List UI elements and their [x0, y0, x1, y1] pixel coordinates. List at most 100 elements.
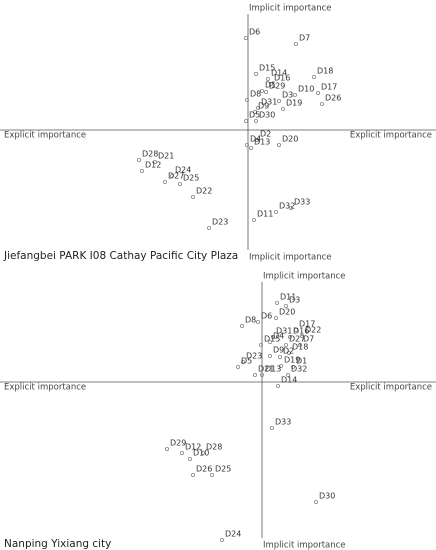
y-axis-label: Implicit importance — [249, 253, 332, 263]
point-label: D3 — [282, 91, 293, 100]
point — [243, 36, 248, 41]
point — [209, 472, 214, 477]
point-label: D19 — [286, 99, 302, 108]
point-label: D29 — [170, 439, 186, 448]
point-label: D17 — [321, 83, 337, 92]
point-label: D4 — [250, 135, 261, 144]
point — [254, 137, 259, 142]
x-axis-label: Explicit importance — [4, 383, 86, 393]
point-label: D10 — [193, 449, 209, 458]
y-axis-label: Implicit importance — [263, 541, 346, 550]
point — [297, 342, 302, 347]
point — [263, 90, 268, 95]
point — [273, 209, 278, 214]
point — [136, 157, 141, 162]
point — [252, 110, 257, 115]
point-label: D21 — [258, 365, 274, 374]
point-label: D7 — [303, 335, 314, 344]
point — [200, 450, 205, 455]
point — [311, 75, 316, 80]
point-label: D9 — [273, 346, 284, 355]
point-label: D2 — [283, 347, 294, 356]
point-label: D31 — [261, 98, 277, 107]
point — [190, 472, 195, 477]
point-label: D3 — [289, 296, 300, 305]
point-label: D10 — [298, 85, 314, 94]
point — [269, 425, 274, 430]
y-axis-label: Implicit importance — [263, 272, 346, 282]
point-label: D6 — [249, 28, 260, 37]
point — [292, 93, 297, 98]
point — [276, 99, 281, 104]
point-label: D23 — [246, 352, 262, 361]
point — [265, 77, 270, 82]
point-label: D32 — [279, 202, 295, 211]
point — [244, 98, 249, 103]
point — [244, 142, 249, 147]
point — [273, 315, 278, 320]
point — [313, 499, 318, 504]
point-label: D33 — [275, 418, 291, 427]
x-axis-label: Explicit importance — [350, 383, 432, 393]
point-label: D24 — [225, 530, 241, 539]
point-label: D21 — [158, 152, 174, 161]
point — [240, 359, 245, 364]
point — [243, 119, 248, 124]
point-label: D1 — [265, 81, 276, 90]
point-label: D33 — [294, 198, 310, 207]
point-label: D9 — [258, 102, 269, 111]
point-label: D5 — [241, 357, 252, 366]
point-label: D20 — [279, 308, 295, 317]
x-axis-label: Explicit importance — [350, 131, 432, 141]
point-label: D16 — [293, 327, 309, 336]
point-label: D8 — [250, 90, 261, 99]
point — [252, 372, 257, 377]
point — [190, 194, 195, 199]
point — [274, 300, 279, 305]
point-label: D22 — [196, 187, 212, 196]
point-label: D25 — [183, 174, 199, 183]
point — [287, 334, 292, 339]
point-label: D31 — [276, 327, 292, 336]
point-label: D27 — [168, 172, 184, 181]
point-label: D16 — [274, 74, 290, 83]
point — [267, 339, 272, 344]
point — [164, 446, 169, 451]
point — [280, 107, 285, 112]
point-label: D11 — [257, 210, 273, 219]
point-label: D14 — [271, 69, 287, 78]
point — [315, 91, 320, 96]
point-label: D23 — [212, 218, 228, 227]
point — [267, 353, 272, 358]
point-label: D27 — [289, 335, 305, 344]
point — [152, 159, 157, 164]
point — [255, 106, 260, 111]
point-label: D12 — [145, 161, 161, 170]
point-label: D15 — [259, 64, 275, 73]
point — [253, 72, 258, 77]
point-label: D22 — [305, 326, 321, 335]
point-label: D5 — [249, 111, 260, 120]
point — [268, 82, 273, 87]
point — [259, 89, 264, 94]
point — [299, 333, 304, 338]
point-label: D19 — [284, 356, 300, 365]
point — [293, 42, 298, 47]
point — [293, 327, 298, 332]
y-axis-label: Implicit importance — [249, 4, 332, 14]
point — [162, 179, 167, 184]
point — [219, 538, 224, 543]
point — [270, 334, 275, 339]
point-label: D17 — [299, 320, 315, 329]
point-label: D8 — [245, 316, 256, 325]
point-label: D28 — [142, 150, 158, 159]
point-label: D14 — [281, 376, 297, 385]
point — [288, 205, 293, 210]
point — [255, 319, 260, 324]
point — [275, 383, 280, 388]
point-label: D18 — [317, 67, 333, 76]
point-label: D30 — [259, 111, 275, 120]
point-label: D13 — [254, 138, 270, 147]
point — [253, 119, 258, 124]
point-label: D26 — [196, 465, 212, 474]
